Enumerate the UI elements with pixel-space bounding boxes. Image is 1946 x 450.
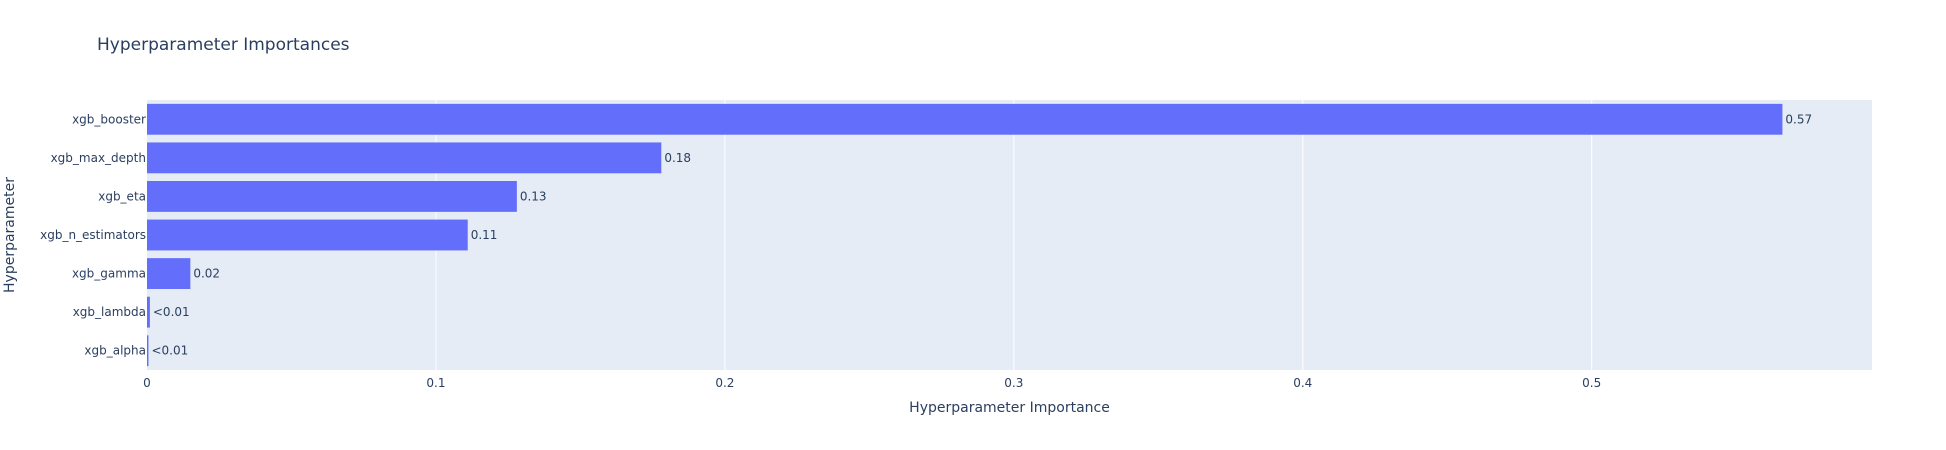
y-tick-label: xgb_n_estimators (40, 228, 146, 242)
y-tick-label: xgb_max_depth (51, 151, 146, 165)
data-labels: 0.57 0.18 0.13 0.11 0.02 <0.01 <0.01 (151, 112, 1812, 357)
x-tick-label: 0.3 (1004, 376, 1023, 390)
y-axis-title: Hyperparameter (2, 177, 18, 293)
y-tick-label: xgb_gamma (72, 267, 146, 281)
bar (147, 142, 662, 174)
x-axis-ticks: 0 0.1 0.2 0.3 0.4 0.5 (143, 376, 1601, 390)
y-tick-label: xgb_alpha (84, 344, 146, 358)
y-tick-label: xgb_booster (72, 112, 146, 126)
bar (147, 103, 1783, 135)
x-tick-label: 0.5 (1582, 376, 1601, 390)
chart-title: Hyperparameter Importances (97, 35, 350, 55)
data-label: 0.02 (193, 267, 220, 281)
bar (147, 219, 468, 251)
x-tick-label: 0 (143, 376, 151, 390)
data-label: <0.01 (151, 344, 188, 358)
data-label: <0.01 (153, 305, 190, 319)
bar (147, 181, 517, 212)
y-tick-label: xgb_lambda (73, 305, 146, 319)
x-tick-label: 0.1 (426, 376, 445, 390)
data-label: 0.11 (471, 228, 498, 242)
x-tick-label: 0.2 (715, 376, 734, 390)
data-label: 0.13 (520, 189, 547, 203)
bar (147, 296, 150, 328)
x-axis-title: Hyperparameter Importance (909, 400, 1110, 416)
y-tick-label: xgb_eta (98, 189, 146, 203)
data-label: 0.18 (664, 151, 691, 165)
x-tick-label: 0.4 (1293, 376, 1312, 390)
bar (147, 335, 149, 367)
bars (147, 103, 1783, 367)
data-label: 0.57 (1785, 112, 1812, 126)
bar (147, 258, 191, 289)
y-axis-ticks: xgb_booster xgb_max_depth xgb_eta xgb_n_est… (40, 112, 146, 357)
